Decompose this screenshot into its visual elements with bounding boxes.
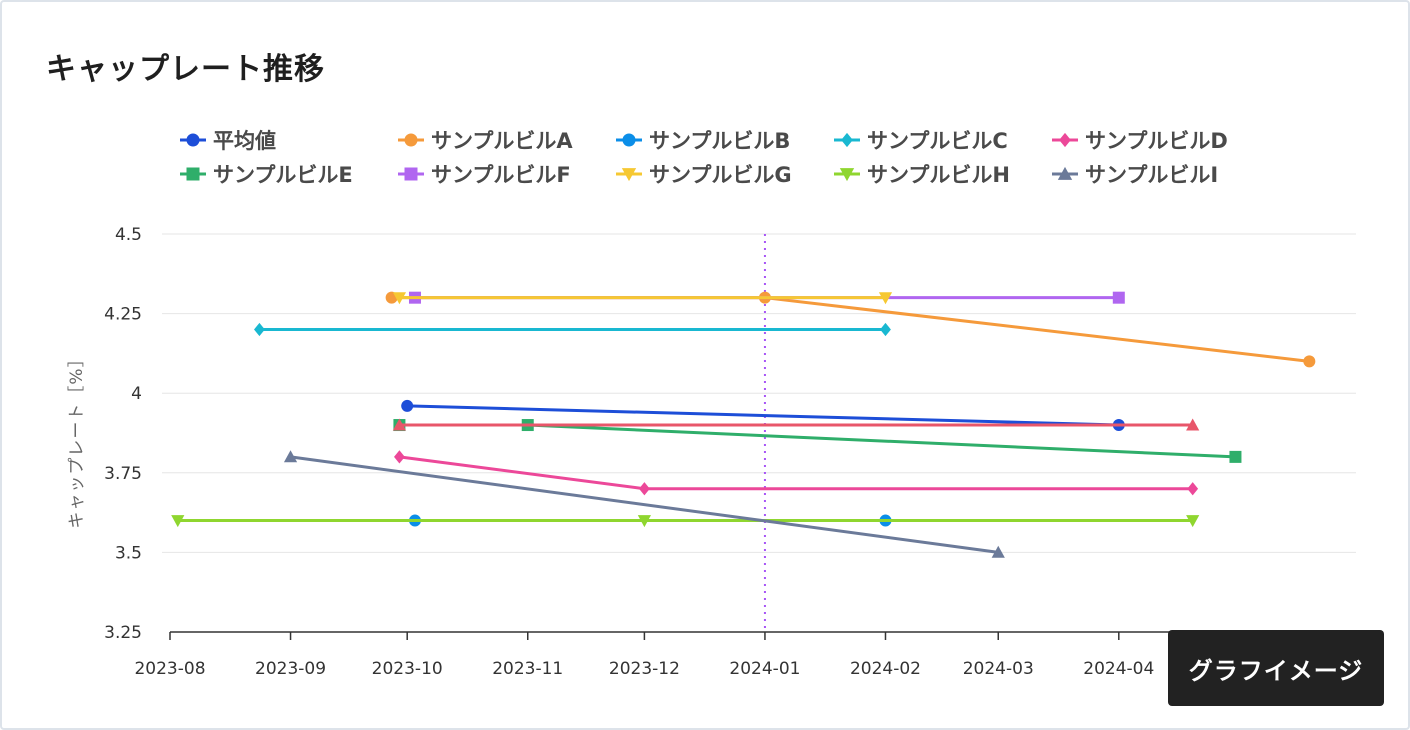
y-tick-label: 4.25 xyxy=(104,305,142,325)
x-tick-label: 2023-11 xyxy=(492,659,563,679)
legend-label: サンプルビルD xyxy=(1085,129,1228,153)
legend-label: サンプルビルC xyxy=(867,129,1008,153)
series-8-point xyxy=(637,515,651,528)
legend-swatch-marker xyxy=(404,167,418,181)
y-tick-label: 4 xyxy=(131,384,142,404)
series-5-point xyxy=(1229,450,1242,463)
y-tick-label: 4.5 xyxy=(115,225,142,245)
legend-swatch-marker xyxy=(186,167,200,181)
legend-swatch-marker xyxy=(839,168,855,182)
x-tick-label: 2023-10 xyxy=(372,659,443,679)
graph-image-badge: グラフイメージ xyxy=(1168,630,1384,706)
legend-swatch-marker xyxy=(404,133,418,147)
x-tick-label: 2024-04 xyxy=(1083,659,1154,679)
series-unlabeled-point xyxy=(392,418,407,431)
x-tick-label: 2024-03 xyxy=(963,659,1034,679)
x-tick-label: 2024-01 xyxy=(729,659,800,679)
legend-label: サンプルビルH xyxy=(867,163,1010,187)
series-0-point xyxy=(401,399,414,412)
series-8-point xyxy=(171,515,185,528)
y-tick-label: 3.75 xyxy=(104,464,142,484)
y-axis-title: キャップレート［%］ xyxy=(67,349,87,528)
legend-label: サンプルビルB xyxy=(649,129,790,153)
series-0-line xyxy=(407,404,1119,427)
x-tick-label: 2024-02 xyxy=(850,659,921,679)
legend-label: サンプルビルA xyxy=(431,129,573,153)
legend-label: 平均値 xyxy=(213,129,276,153)
series-6-point xyxy=(1112,291,1125,304)
series-3-point xyxy=(254,322,265,337)
series-9-line xyxy=(290,455,999,554)
legend-swatch-marker xyxy=(622,133,636,147)
y-tick-label: 3.5 xyxy=(115,543,142,563)
x-tick-label: 2023-12 xyxy=(609,659,680,679)
series-8-point xyxy=(1186,515,1200,528)
series-7-point xyxy=(878,292,893,305)
legend-swatch-marker xyxy=(1059,132,1071,148)
x-tick-label: 2023-09 xyxy=(255,659,326,679)
x-tick-label: 2023-08 xyxy=(134,659,205,679)
series-4-point xyxy=(639,482,650,496)
legend-label: サンプルビルG xyxy=(649,163,792,187)
legend-swatch-marker xyxy=(1057,166,1073,180)
y-tick-label: 3.25 xyxy=(104,623,142,643)
series-1-point xyxy=(1303,355,1316,368)
series-9-point xyxy=(283,450,298,463)
series-3-point xyxy=(880,322,891,337)
legend-swatch-marker xyxy=(621,168,637,182)
series-4-point xyxy=(1187,482,1199,496)
series-4-point xyxy=(394,450,405,464)
legend-label: サンプルビルF xyxy=(431,163,571,187)
page-title: キャップレート推移 xyxy=(46,52,325,87)
legend-label: サンプルビルE xyxy=(213,163,353,187)
legend-label: サンプルビルI xyxy=(1085,163,1218,187)
series-unlabeled-point xyxy=(1186,418,1200,431)
series-9-point xyxy=(991,545,1005,558)
series-7-point xyxy=(392,292,407,305)
legend-swatch-marker xyxy=(186,133,200,147)
legend-swatch-marker xyxy=(841,132,853,148)
